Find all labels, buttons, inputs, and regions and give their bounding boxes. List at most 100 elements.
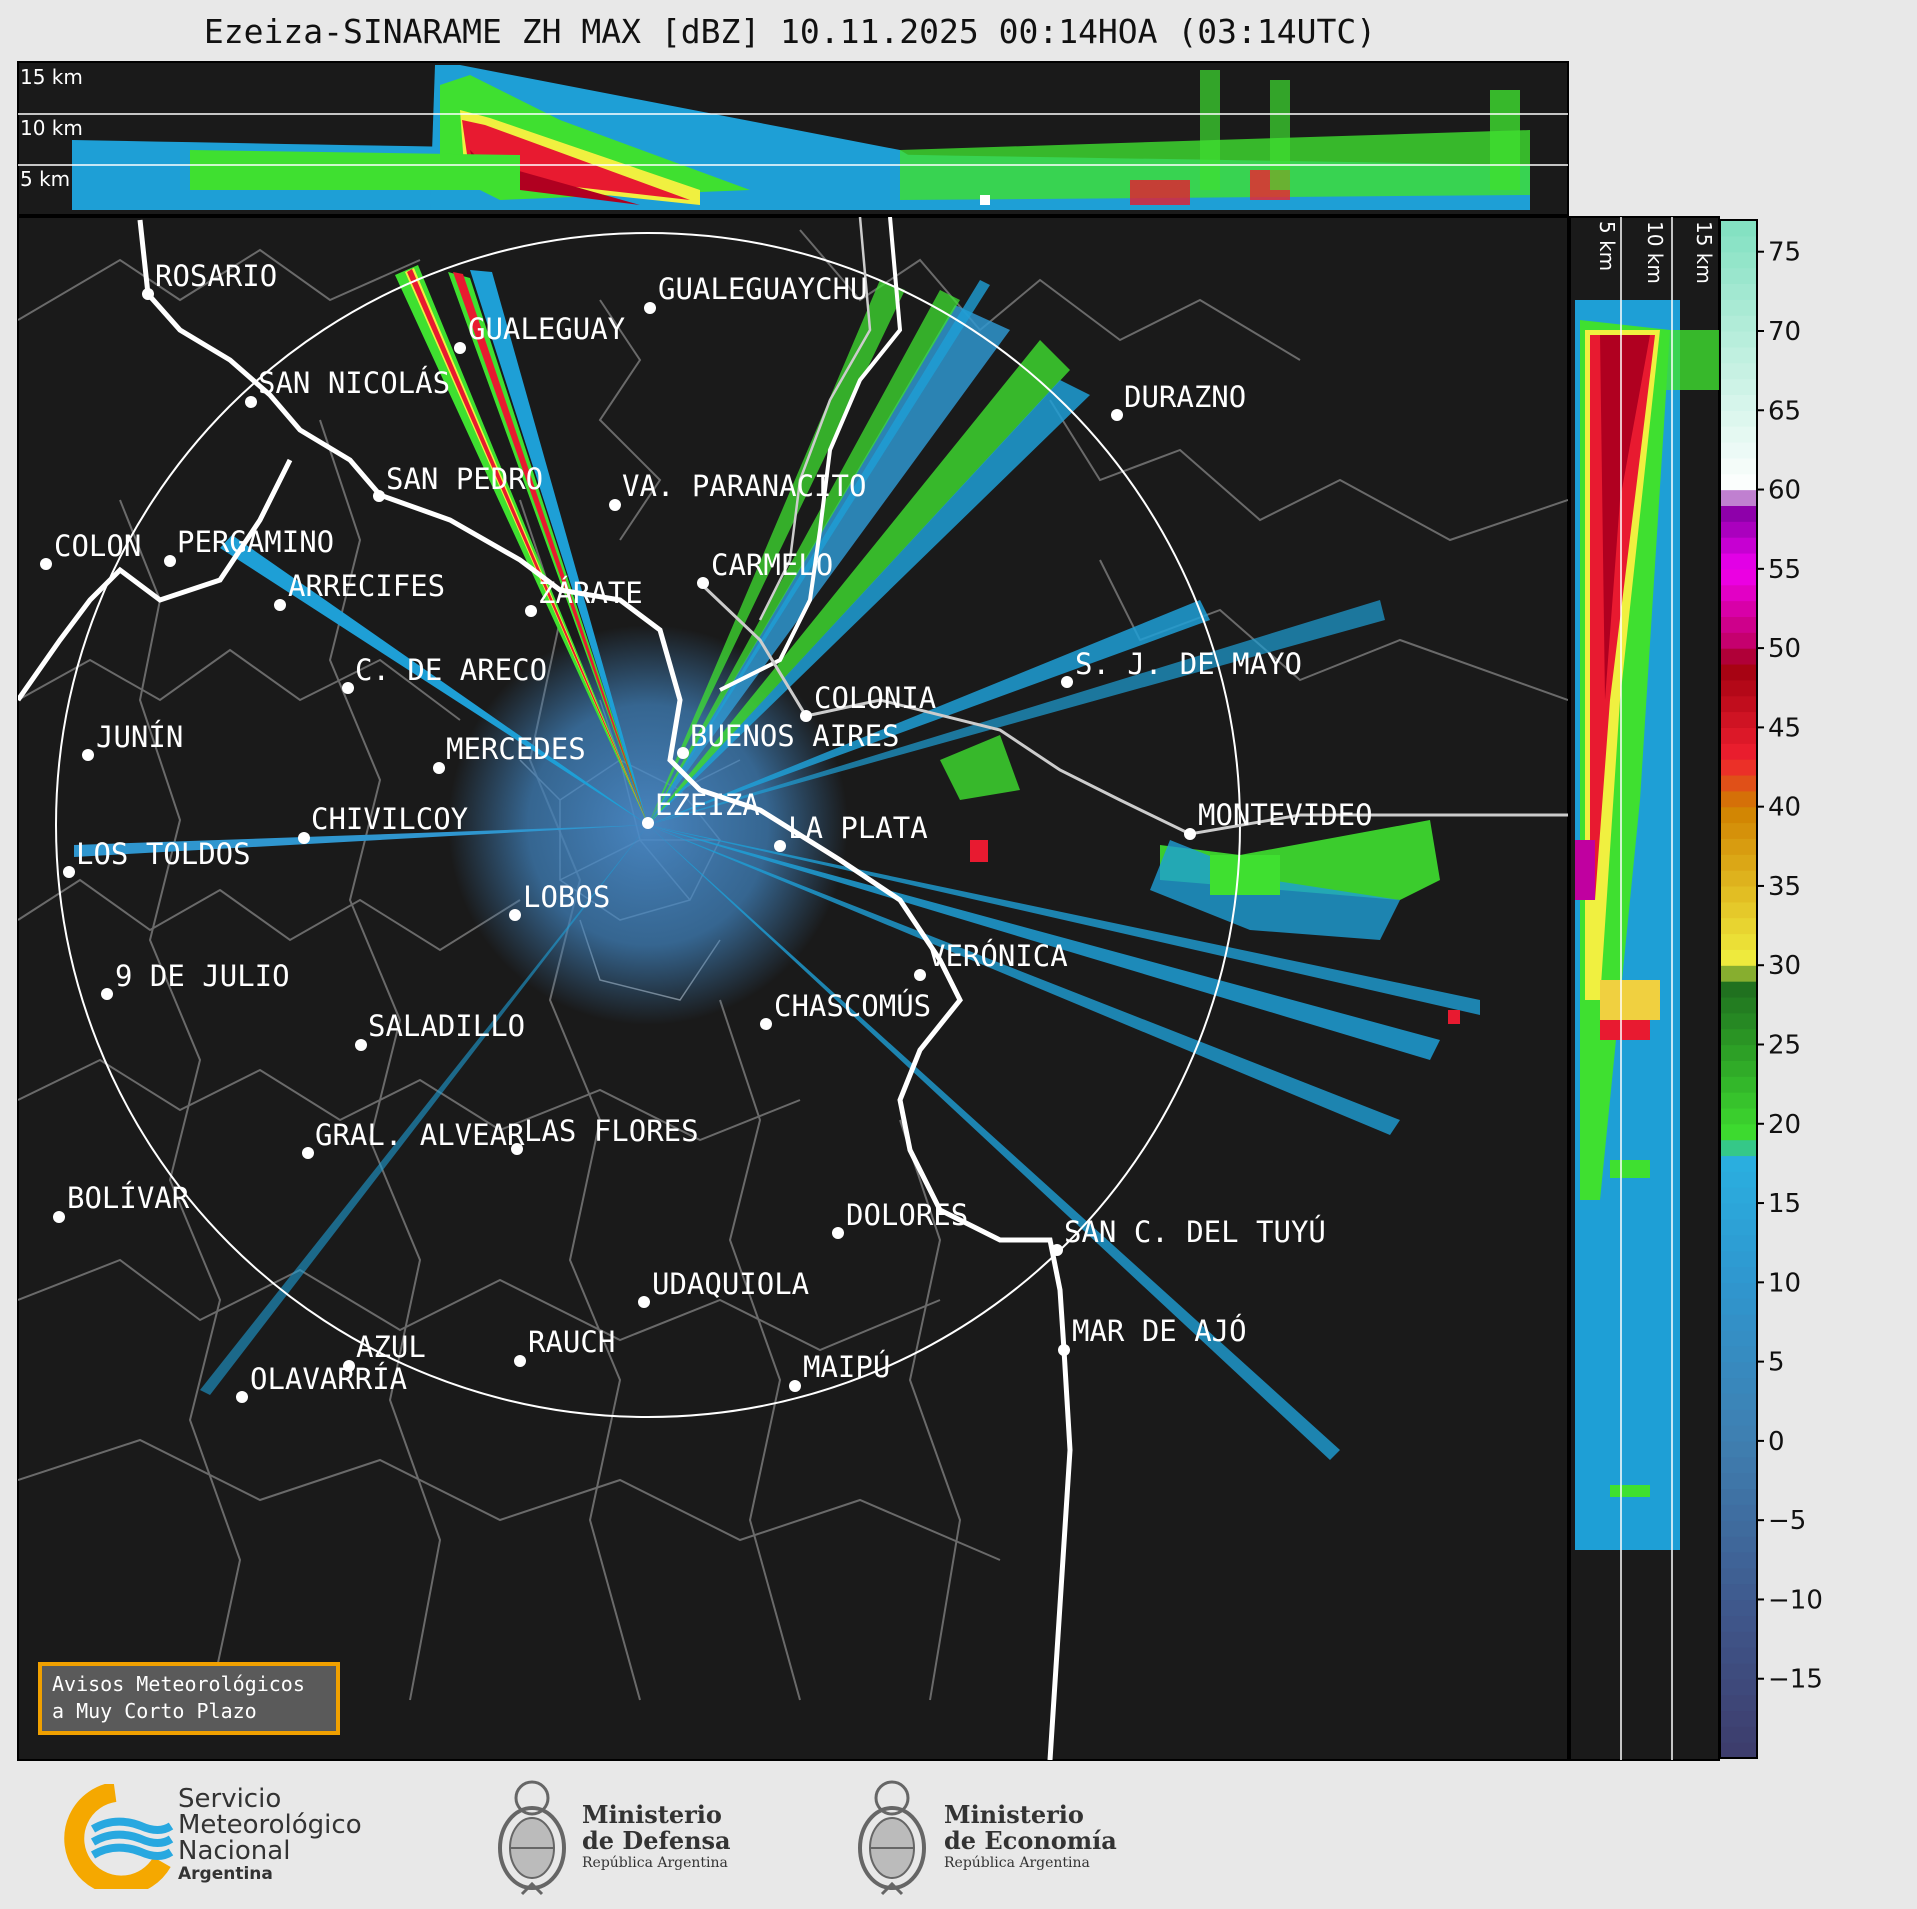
colorbar-segment [1720, 965, 1757, 982]
colorbar-segment [1720, 1631, 1757, 1648]
colorbar-tick-label: −15 [1768, 1665, 1823, 1695]
avisos-button[interactable]: Avisos Meteorológicos a Muy Corto Plazo [38, 1662, 340, 1735]
colorbar-segment [1720, 1599, 1757, 1616]
colorbar-segment [1720, 1615, 1757, 1632]
smn-logo-icon [64, 1784, 174, 1889]
colorbar-segment [1720, 727, 1757, 744]
smn-name-3: Nacional [178, 1836, 291, 1866]
city-marker [800, 710, 812, 722]
top-profile-panel: 15 km 10 km 5 km [17, 61, 1569, 216]
avisos-line1: Avisos Meteorológicos [52, 1672, 305, 1696]
colorbar-segment [1720, 1234, 1757, 1252]
colorbar-segment [1720, 1203, 1757, 1220]
top-alt-label-15: 15 km [20, 65, 83, 89]
city-marker [642, 817, 654, 829]
city-label: CHASCOMÚS [774, 989, 931, 1023]
city-marker [1051, 1244, 1063, 1256]
colorbar-segment [1720, 648, 1757, 665]
colorbar-segment [1720, 759, 1757, 776]
colorbar-segment [1720, 220, 1757, 237]
colorbar-segment [1720, 235, 1757, 253]
city-marker [454, 342, 466, 354]
colorbar-segment [1720, 679, 1757, 697]
defensa-line1: Ministerio [582, 1800, 722, 1829]
colorbar-tick-label: 15 [1768, 1189, 1801, 1219]
colorbar-segment [1720, 1092, 1757, 1109]
colorbar-segment [1720, 1298, 1757, 1315]
colorbar-segment [1720, 1551, 1757, 1569]
city-label: ARRECIFES [288, 569, 445, 603]
colorbar-segment [1720, 1250, 1757, 1268]
colorbar-segment [1720, 489, 1757, 507]
city-marker [101, 988, 113, 1000]
colorbar-segment [1720, 1345, 1757, 1363]
colorbar-segment [1720, 552, 1757, 570]
colorbar-segment [1720, 441, 1757, 459]
city-label: DURAZNO [1124, 380, 1246, 414]
colorbar-segment [1720, 1393, 1757, 1410]
city-label: GUALEGUAYCHU [658, 272, 868, 306]
colorbar-segment [1720, 1456, 1757, 1474]
colorbar-segment [1720, 251, 1757, 269]
colorbar-segment [1720, 1726, 1757, 1743]
city-marker [342, 682, 354, 694]
colorbar-tick-label: 65 [1768, 396, 1801, 426]
colorbar-segment [1720, 1536, 1757, 1553]
city-label: CHIVILCOY [311, 802, 468, 836]
side-alt-label-5: 5 km [1595, 221, 1619, 271]
side-profile-panel: 5 km 10 km 15 km [1569, 216, 1720, 1761]
colorbar-tick-label: 60 [1768, 476, 1801, 506]
city-marker [914, 969, 926, 981]
colorbar-tick-label: −10 [1768, 1585, 1823, 1615]
city-label: SAN C. DEL TUYÚ [1064, 1215, 1326, 1249]
city-label: RAUCH [528, 1325, 615, 1359]
city-marker [677, 747, 689, 759]
city-label: ZÁRATE [538, 576, 643, 610]
colorbar-segment [1720, 346, 1757, 364]
colorbar-tick-label: 30 [1768, 951, 1801, 981]
colorbar-segment [1720, 949, 1757, 966]
colorbar-segment [1720, 1678, 1757, 1696]
smn-name-2: Meteorológico [178, 1810, 362, 1840]
colorbar-segment [1720, 806, 1757, 824]
map-panel: ROSARIO GUALEGUAYCHU GUALEGUAY SAN NICOLÁS D… [17, 216, 1569, 1761]
colorbar-tick-label: 25 [1768, 1030, 1801, 1060]
colorbar-segment [1720, 1694, 1757, 1712]
economia-line1: Ministerio [944, 1800, 1084, 1829]
colorbar-segment [1720, 1361, 1757, 1379]
colorbar-segment [1720, 1647, 1757, 1664]
city-label: LAS FLORES [524, 1114, 699, 1148]
city-label: SAN PEDRO [386, 462, 543, 496]
colorbar-segment [1720, 996, 1757, 1014]
city-marker [1184, 828, 1196, 840]
city-marker [236, 1391, 248, 1403]
colorbar-segment [1720, 1028, 1757, 1046]
colorbar-segment [1720, 362, 1757, 380]
colorbar-segment [1720, 1710, 1757, 1727]
city-marker [82, 749, 94, 761]
city-label: SAN NICOLÁS [258, 366, 450, 400]
colorbar-segment [1720, 1377, 1757, 1394]
footer-logos: Servicio Meteorológico Nacional Argentin… [0, 1762, 1917, 1909]
economia-line2: de Economía [944, 1826, 1117, 1855]
city-marker [789, 1380, 801, 1392]
river-coast-lines [18, 217, 1568, 1760]
city-label: AZUL [356, 1330, 426, 1364]
colorbar-segment [1720, 299, 1757, 316]
city-labels: ROSARIO GUALEGUAYCHU GUALEGUAY SAN NICOLÁS D… [40, 259, 1373, 1403]
colorbar-segment [1720, 838, 1757, 855]
colorbar-segment [1720, 1107, 1757, 1125]
colorbar-segment [1720, 1742, 1757, 1759]
colorbar-tick-label: 50 [1768, 634, 1801, 664]
colorbar-segment [1720, 1123, 1757, 1141]
colorbar-tick-label: 40 [1768, 793, 1801, 823]
city-label: LOS TOLDOS [76, 837, 251, 871]
colorbar-segment [1720, 1187, 1757, 1204]
city-marker [509, 909, 521, 921]
city-label: MAR DE AJÓ [1072, 1314, 1247, 1348]
colorbar-segment [1720, 1440, 1757, 1458]
colorbar-segment [1720, 901, 1757, 919]
city-marker [511, 1143, 523, 1155]
defensa-line2: de Defensa [582, 1826, 731, 1855]
